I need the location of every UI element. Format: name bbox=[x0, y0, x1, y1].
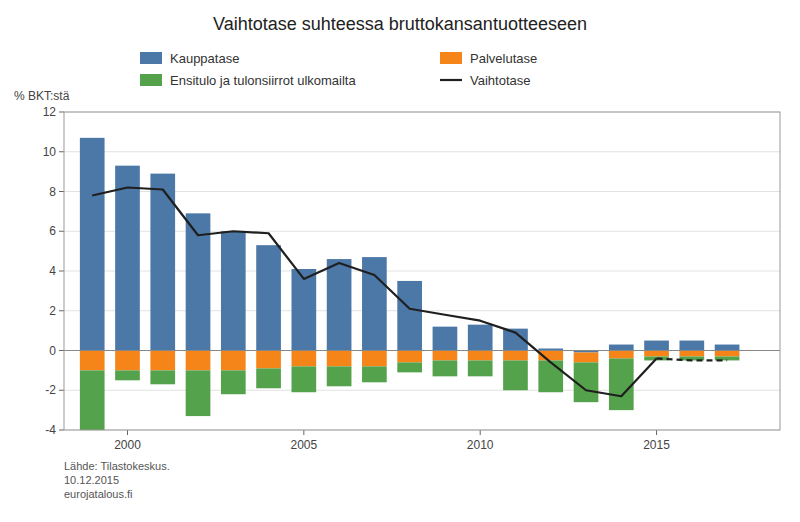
legend-swatch bbox=[140, 52, 162, 64]
legend: Kauppatase Palvelutase Ensitulo ja tulonsi… bbox=[140, 51, 537, 88]
y-tick-label: 2 bbox=[49, 304, 56, 318]
grid-line bbox=[64, 350, 780, 351]
bar bbox=[362, 351, 387, 367]
x-tick bbox=[480, 430, 481, 435]
y-tick-label: 0 bbox=[49, 344, 56, 358]
bar bbox=[80, 351, 105, 371]
grid-line bbox=[64, 151, 780, 152]
bar bbox=[433, 327, 458, 351]
legend-label: Kauppatase bbox=[170, 51, 239, 66]
bar bbox=[397, 281, 422, 351]
x-tick-label: 2010 bbox=[467, 438, 494, 452]
legend-swatch bbox=[140, 74, 162, 86]
y-tick-label: 6 bbox=[49, 224, 56, 238]
bar bbox=[644, 341, 669, 351]
y-tick bbox=[59, 350, 64, 351]
bar bbox=[468, 351, 493, 361]
bar bbox=[715, 345, 740, 351]
bar bbox=[362, 366, 387, 382]
bar bbox=[433, 360, 458, 376]
bar bbox=[397, 351, 422, 363]
bar bbox=[80, 370, 105, 430]
bar bbox=[715, 351, 740, 357]
grid-line bbox=[64, 390, 780, 391]
source-line: eurojatalous.fi bbox=[64, 488, 133, 500]
line bbox=[657, 358, 728, 360]
source: Lähde: Tilastokeskus. 10.12.2015 eurojatal… bbox=[64, 460, 170, 500]
bar bbox=[609, 358, 634, 410]
y-tick bbox=[59, 430, 64, 431]
y-tick bbox=[59, 310, 64, 311]
plot-area bbox=[64, 138, 780, 430]
y-tick bbox=[59, 112, 64, 113]
bar bbox=[150, 370, 175, 384]
grid bbox=[64, 112, 780, 430]
bar bbox=[679, 351, 704, 357]
bar bbox=[221, 351, 246, 371]
y-axis-label: % BKT:stä bbox=[14, 89, 70, 103]
y-tick-label: 12 bbox=[43, 105, 57, 119]
x-tick-label: 2015 bbox=[643, 438, 670, 452]
x-tick bbox=[656, 430, 657, 435]
legend-swatch bbox=[440, 52, 462, 64]
source-line: Lähde: Tilastokeskus. bbox=[64, 460, 170, 472]
bar bbox=[503, 360, 528, 390]
bar bbox=[397, 362, 422, 372]
bar bbox=[291, 366, 316, 392]
zero-line bbox=[64, 350, 780, 351]
y-tick-label: 8 bbox=[49, 185, 56, 199]
legend-label: Vaihtotase bbox=[470, 73, 530, 88]
bar bbox=[221, 370, 246, 394]
x-tick bbox=[127, 430, 128, 435]
bar bbox=[327, 259, 352, 350]
y-tick-label: -4 bbox=[45, 423, 56, 437]
bar bbox=[609, 351, 634, 359]
bar bbox=[433, 351, 458, 361]
bar bbox=[186, 351, 211, 371]
source-line: 10.12.2015 bbox=[64, 474, 119, 486]
y-tick-label: 10 bbox=[43, 145, 57, 159]
bar bbox=[291, 269, 316, 350]
bar bbox=[221, 231, 246, 350]
y-tick-label: -2 bbox=[45, 383, 56, 397]
bar bbox=[291, 351, 316, 367]
bar bbox=[468, 325, 493, 351]
bar bbox=[538, 360, 563, 392]
bar bbox=[327, 366, 352, 386]
line bbox=[92, 188, 656, 397]
y-tick bbox=[59, 151, 64, 152]
bar bbox=[115, 370, 140, 380]
y-tick bbox=[59, 231, 64, 232]
bar bbox=[503, 351, 528, 361]
bar bbox=[115, 166, 140, 351]
x-tick bbox=[303, 430, 304, 435]
bar bbox=[115, 351, 140, 371]
x-tick-label: 2000 bbox=[114, 438, 141, 452]
bar bbox=[150, 351, 175, 371]
background bbox=[0, 0, 800, 522]
x-tick-label: 2005 bbox=[290, 438, 317, 452]
bar bbox=[679, 341, 704, 351]
bar bbox=[609, 345, 634, 351]
bar bbox=[256, 351, 281, 369]
title: Vaihtotase suhteessa bruttokansantuottee… bbox=[213, 14, 587, 34]
legend-label: Palvelutase bbox=[470, 51, 537, 66]
legend-label: Ensitulo ja tulonsiirrot ulkomailta bbox=[170, 73, 356, 88]
bar bbox=[186, 370, 211, 416]
bar bbox=[327, 351, 352, 367]
bar bbox=[256, 368, 281, 388]
bar bbox=[256, 245, 281, 350]
y-tick bbox=[59, 390, 64, 391]
legend-swatch bbox=[440, 79, 462, 81]
y-tick bbox=[59, 191, 64, 192]
bar bbox=[574, 352, 599, 362]
bar bbox=[644, 351, 669, 357]
y-tick-label: 4 bbox=[49, 264, 56, 278]
chart: Vaihtotase suhteessa bruttokansantuottee… bbox=[0, 0, 800, 522]
bar bbox=[80, 138, 105, 351]
y-tick bbox=[59, 271, 64, 272]
plot-frame bbox=[64, 112, 780, 430]
bar bbox=[468, 360, 493, 376]
